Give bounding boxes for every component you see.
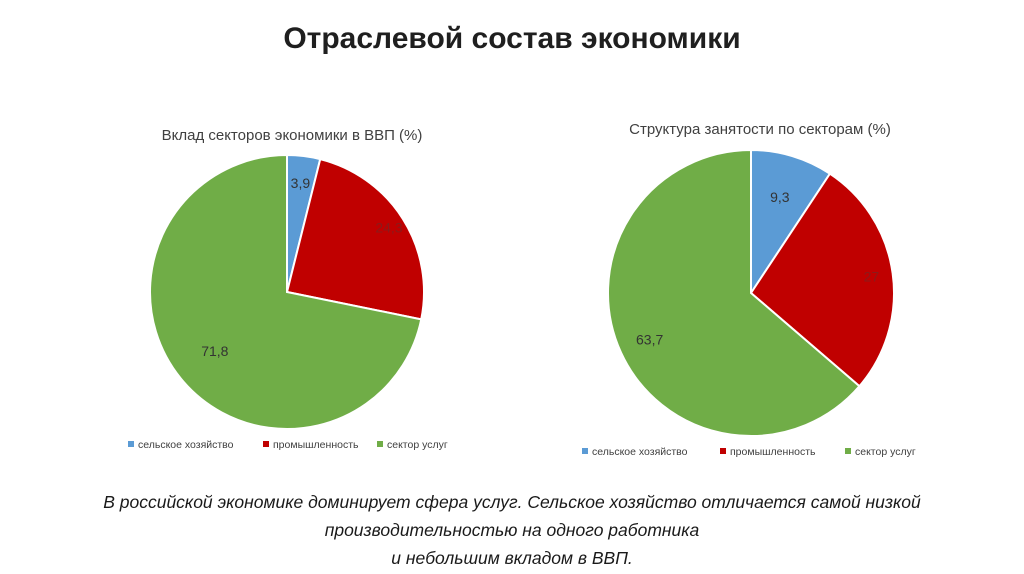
- legend-label: сельское хозяйство: [138, 439, 234, 451]
- chart-title: Структура занятости по секторам (%): [629, 121, 891, 138]
- legend-label: сектор услуг: [855, 446, 916, 458]
- data-label: 24,3: [375, 220, 402, 236]
- employment-chart: Структура занятости по секторам (%) 9,3 27…: [560, 112, 970, 467]
- caption-line: В российской экономике доминирует сфера …: [103, 492, 921, 512]
- legend-swatch: [720, 448, 726, 454]
- gdp-pie-chart: Вклад секторов экономики в ВВП (%) 3,9 24,…: [128, 127, 448, 451]
- pie-slice: [749, 172, 895, 388]
- legend-swatch: [582, 448, 588, 454]
- legend-label: сельское хозяйство: [592, 446, 688, 458]
- slide-caption: В российской экономике доминирует сфера …: [0, 488, 1024, 572]
- legend-label: сектор услуг: [387, 439, 448, 451]
- gdp-chart: Вклад секторов экономики в ВВП (%) 3,9 24,…: [92, 112, 502, 462]
- legend-swatch: [845, 448, 851, 454]
- data-label: 63,7: [636, 332, 663, 348]
- legend-label: промышленность: [273, 439, 359, 451]
- caption-line: и небольшим вкладом в ВВП.: [391, 548, 633, 568]
- legend-swatch: [128, 441, 134, 447]
- pie-slice: [607, 148, 861, 437]
- slide-title: Отраслевой состав экономики: [283, 22, 741, 55]
- data-label: 71,8: [201, 343, 228, 359]
- legend-swatch: [263, 441, 269, 447]
- pie-slice: [149, 153, 423, 430]
- pie-slice: [285, 157, 425, 321]
- caption-line: производительностью на одного работника: [324, 520, 700, 540]
- legend-label: промышленность: [730, 446, 816, 458]
- pie-slice: [750, 148, 832, 297]
- legend-swatch: [377, 441, 383, 447]
- employment-pie-chart: Структура занятости по секторам (%) 9,3 27…: [582, 121, 916, 458]
- data-label: 9,3: [770, 189, 790, 205]
- chart-title: Вклад секторов экономики в ВВП (%): [162, 127, 423, 144]
- data-label: 3,9: [291, 175, 311, 191]
- data-label: 27: [864, 268, 880, 284]
